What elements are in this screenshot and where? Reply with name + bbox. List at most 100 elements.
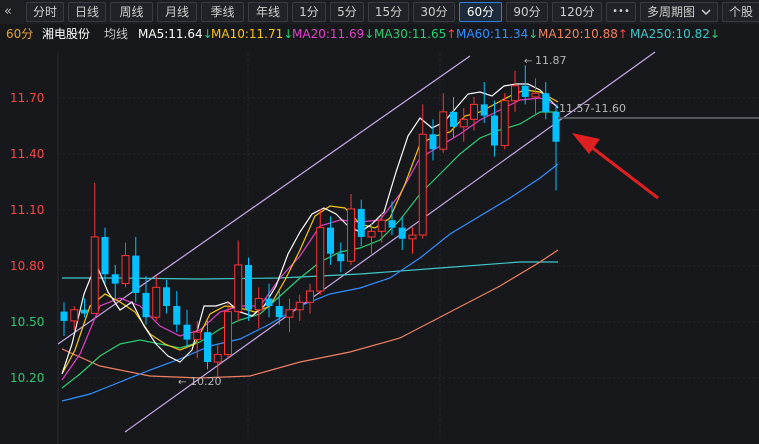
candle-down	[542, 93, 550, 112]
range-price-label: 11.57-11.60	[559, 102, 626, 115]
candle-down	[204, 332, 211, 362]
candle-up	[306, 290, 314, 303]
ma10-value: MA10:11.71↓	[211, 27, 294, 41]
ma5-line	[61, 83, 559, 375]
channel-upper-line	[57, 55, 471, 345]
candle-up	[511, 85, 519, 102]
stock-button[interactable]: 个股	[722, 2, 759, 22]
candle-up	[193, 331, 202, 341]
multi-period-dropdown[interactable]: 多周期图	[640, 2, 718, 22]
candle-down	[163, 287, 170, 306]
period-tab-30min[interactable]: 30分	[413, 2, 455, 22]
ma30-line	[61, 111, 558, 389]
y-axis: 11.70 11.40 11.10 10.80 10.50 10.20	[10, 91, 44, 385]
candle-up	[377, 219, 386, 232]
candle-up	[531, 92, 540, 98]
arrow-left-icon: ←	[178, 377, 186, 388]
candle-down	[450, 111, 457, 127]
candle-down	[173, 306, 181, 325]
candle-down	[245, 264, 252, 310]
candle-up	[367, 230, 376, 238]
candle-down	[552, 111, 560, 142]
candle-down	[327, 227, 334, 254]
ma20-value: MA20:11.69↓	[292, 27, 375, 41]
period-tab-quarter[interactable]: 季线	[201, 2, 244, 22]
ma20-line	[61, 97, 559, 381]
period-tab-1min[interactable]: 1分	[292, 2, 326, 22]
candle-up	[152, 286, 161, 318]
candle-down	[142, 292, 150, 318]
period-tab-year[interactable]: 年线	[248, 2, 288, 22]
candle-up	[500, 100, 509, 146]
ma60-value: MA60:11.34↓	[456, 27, 539, 41]
candle-up	[90, 236, 99, 314]
ma30-value: MA30:11.65↑	[374, 27, 457, 41]
candle-down	[491, 115, 498, 146]
kline-chart[interactable]: 11.70 11.40 11.10 10.80 10.50 10.20 ← 11…	[0, 44, 759, 444]
stock-name: 湘电股份	[42, 27, 91, 41]
candle-down	[132, 255, 140, 293]
candle-up	[224, 311, 232, 356]
candle-down	[357, 208, 365, 237]
ma10-line	[61, 89, 559, 375]
candle-down	[388, 220, 396, 228]
low-price-label: 10.20	[190, 375, 222, 388]
candle-down	[480, 104, 488, 116]
y-tick-label: 10.20	[10, 371, 44, 385]
period-tab-15min[interactable]: 15分	[368, 2, 409, 22]
candle-up	[295, 301, 304, 311]
arrow-left-icon: ←	[524, 56, 532, 67]
collapse-icon[interactable]: «	[4, 4, 12, 19]
ma250-value: MA250:10.82↓	[630, 27, 720, 41]
y-tick-label: 10.50	[10, 315, 44, 329]
candle-down	[111, 274, 119, 284]
candle-up	[347, 208, 355, 262]
y-tick-label: 11.40	[10, 147, 44, 161]
candle-up	[408, 234, 417, 240]
ma120-value: MA120:10.88↑	[538, 27, 628, 41]
low-annotation: ← 10.20	[178, 375, 222, 388]
candle-up	[316, 227, 325, 292]
indicator-bar: 60分 湘电股份 均线 MA5:11.64↓ MA10:11.71↓ MA20:…	[0, 24, 759, 44]
period-tab-60min[interactable]: 60分	[459, 2, 502, 22]
period-tab-day[interactable]: 日线	[68, 2, 106, 22]
red-arrow-icon	[572, 133, 659, 200]
candles	[60, 65, 560, 377]
period-toolbar: « 分时 日线 周线 月线 季线 年线 1分 5分 15分 30分 60分 90…	[0, 0, 759, 24]
candle-up	[234, 264, 243, 313]
period-tab-month[interactable]: 月线	[157, 2, 197, 22]
candle-up	[285, 309, 294, 318]
candle-down	[398, 227, 406, 239]
ma120-line	[61, 249, 559, 379]
period-tab-90min[interactable]: 90分	[506, 2, 548, 22]
avg-line-label: 均线	[104, 27, 129, 41]
period-tab-120min[interactable]: 120分	[552, 2, 602, 22]
period-label: 60分	[6, 27, 34, 41]
period-tab-timeshare[interactable]: 分时	[26, 2, 64, 22]
candle-down	[60, 311, 68, 321]
period-tab-5min[interactable]: 5分	[330, 2, 364, 22]
period-tab-week[interactable]: 周线	[110, 2, 153, 22]
ma5-value: MA5:11.64↓	[138, 27, 213, 41]
candle-up	[459, 118, 468, 128]
candle-up	[418, 133, 427, 236]
y-tick-label: 11.10	[10, 203, 44, 217]
candle-up	[439, 111, 448, 150]
y-tick-label: 11.70	[10, 91, 44, 105]
candle-up	[254, 298, 263, 311]
channel-lower-line	[124, 51, 656, 433]
candle-down	[521, 85, 529, 97]
grid	[57, 54, 759, 444]
candle-down	[81, 309, 88, 314]
ma60-line	[61, 163, 559, 402]
candle-down	[183, 324, 191, 340]
candle-down	[265, 298, 273, 306]
candle-down	[429, 134, 437, 150]
candle-up	[470, 103, 478, 120]
more-button[interactable]: •••	[606, 2, 636, 22]
candle-down	[101, 236, 109, 275]
candle-down	[337, 253, 345, 262]
candle-up	[121, 255, 130, 285]
high-annotation: ← 11.87	[524, 54, 567, 67]
candle-up	[213, 354, 222, 363]
